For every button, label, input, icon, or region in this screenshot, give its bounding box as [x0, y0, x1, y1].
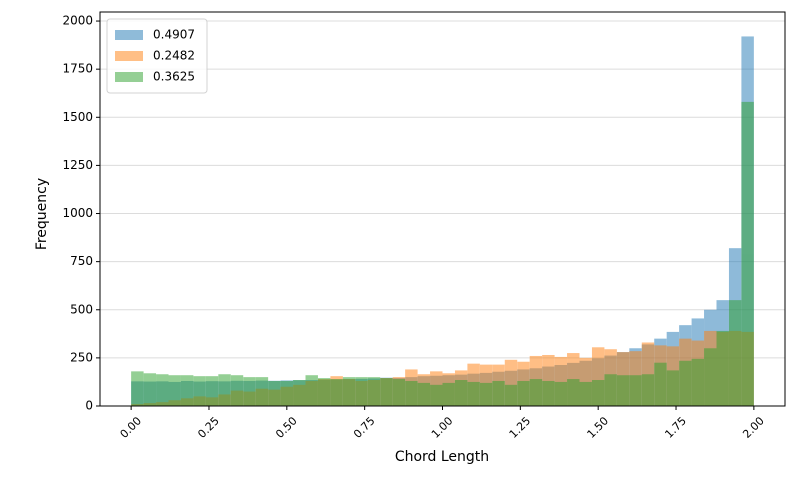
bar — [143, 373, 157, 406]
bar — [205, 376, 219, 406]
bar — [380, 378, 393, 406]
bar — [716, 330, 729, 406]
bar — [193, 376, 206, 406]
bar — [180, 375, 194, 406]
y-tick-label: 250 — [70, 350, 93, 364]
bar — [666, 370, 680, 406]
series — [131, 101, 754, 407]
plot-frame — [99, 11, 786, 407]
bar — [417, 382, 431, 406]
y-axis-title: Frequency — [34, 178, 50, 250]
bar — [616, 375, 630, 406]
x-tick-label: 1.75 — [662, 414, 689, 441]
bar — [679, 360, 692, 406]
bar — [243, 377, 256, 406]
bar — [442, 382, 455, 406]
legend-swatch — [115, 72, 143, 82]
bar — [467, 381, 480, 406]
x-tick-label: 2.00 — [740, 414, 767, 441]
x-tick-label: 0.75 — [351, 414, 378, 441]
bar — [504, 384, 518, 406]
bar — [517, 380, 530, 406]
y-tick-label: 1750 — [62, 62, 93, 76]
bar — [230, 375, 244, 406]
bar — [529, 379, 543, 406]
bar — [430, 384, 443, 406]
x-tick-label: 1.00 — [429, 414, 456, 441]
bar — [156, 374, 169, 406]
bar — [629, 375, 642, 406]
bar — [342, 377, 356, 406]
bar — [168, 375, 181, 406]
bar — [131, 371, 144, 406]
bar — [367, 377, 381, 406]
bar — [454, 380, 468, 406]
bar — [579, 381, 592, 406]
x-tick-label: 1.25 — [507, 414, 534, 441]
bar — [641, 374, 655, 406]
bar — [218, 374, 231, 406]
bar — [317, 378, 331, 406]
y-tick-label: 500 — [70, 302, 93, 316]
bar — [392, 379, 406, 406]
legend-swatch — [115, 30, 143, 40]
legend-swatch — [115, 51, 143, 61]
y-tick-label: 1250 — [62, 158, 93, 172]
bar — [591, 380, 605, 406]
bar — [728, 300, 742, 406]
bar — [704, 348, 717, 406]
bar — [654, 362, 667, 406]
x-axis-title: Chord Length — [395, 449, 489, 465]
bar — [280, 380, 294, 406]
legend-label: 0.3625 — [153, 70, 195, 84]
y-tick-label: 2000 — [62, 14, 93, 28]
bar — [691, 358, 705, 406]
x-tick-label: 0.25 — [195, 414, 222, 441]
x-tick-label: 0.50 — [273, 414, 300, 441]
x-tick-label: 0.00 — [118, 414, 145, 441]
bar — [479, 382, 493, 406]
bar — [567, 379, 580, 406]
bar — [554, 381, 568, 406]
y-tick-label: 1000 — [62, 206, 93, 220]
legend-label: 0.2482 — [153, 49, 195, 63]
x-tick-label: 1.50 — [585, 414, 612, 441]
bar — [542, 380, 555, 406]
bar — [604, 374, 617, 406]
bar — [741, 101, 754, 407]
bar — [293, 380, 306, 406]
bar — [355, 377, 368, 406]
legend-label: 0.4907 — [153, 28, 195, 42]
bar — [255, 377, 269, 406]
bar — [492, 380, 505, 406]
y-tick-label: 0 — [85, 399, 93, 413]
bar — [405, 380, 418, 406]
bar — [305, 375, 318, 406]
bar — [268, 380, 281, 406]
bar — [330, 379, 343, 406]
y-tick-label: 750 — [70, 254, 93, 268]
y-tick-label: 1500 — [62, 110, 93, 124]
